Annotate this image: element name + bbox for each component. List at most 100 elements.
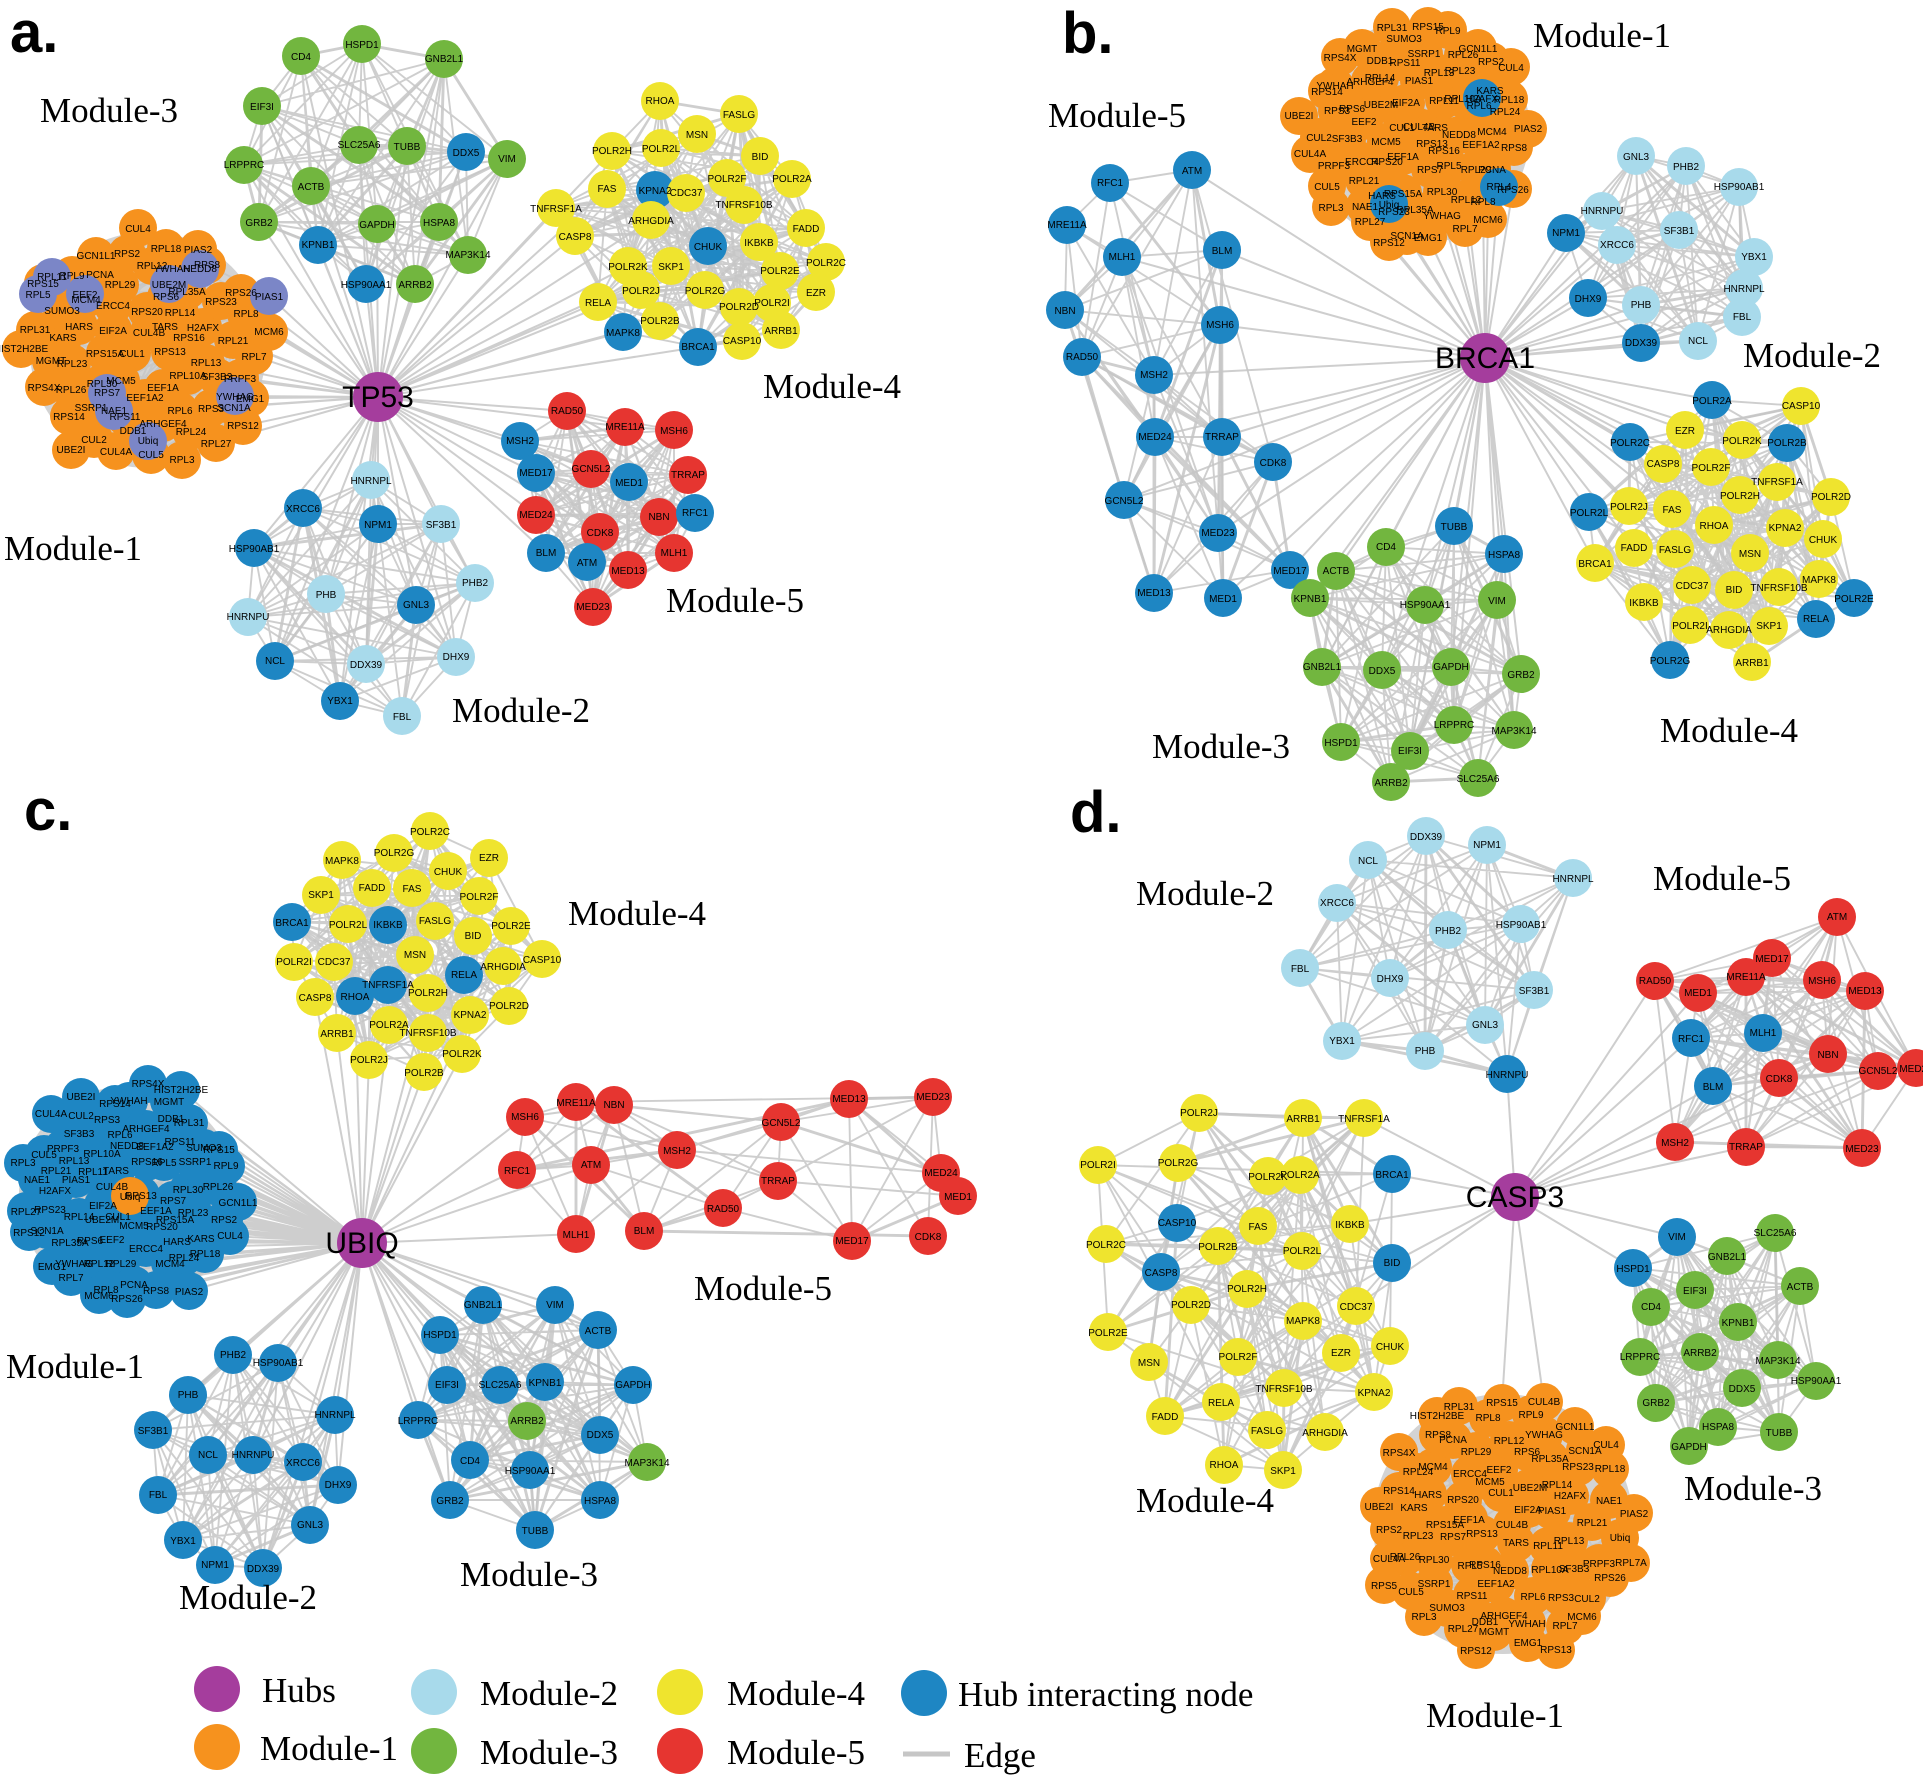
svg-text:POLR2H: POLR2H xyxy=(1720,491,1760,502)
svg-text:RPL29: RPL29 xyxy=(1461,165,1492,176)
svg-text:HSPA8: HSPA8 xyxy=(1488,550,1520,561)
svg-text:RPL24: RPL24 xyxy=(176,427,207,438)
svg-text:POLR2G: POLR2G xyxy=(1158,1158,1199,1169)
svg-text:KPNA2: KPNA2 xyxy=(454,1010,487,1021)
svg-text:RFC1: RFC1 xyxy=(504,1166,531,1177)
svg-text:HNRNPU: HNRNPU xyxy=(232,1450,275,1461)
svg-text:ARRB2: ARRB2 xyxy=(398,280,432,291)
svg-text:ARHGDIA: ARHGDIA xyxy=(1302,1428,1348,1439)
svg-text:EEF1A2: EEF1A2 xyxy=(1477,1579,1515,1590)
svg-text:CASP10: CASP10 xyxy=(523,955,562,966)
svg-text:BLM: BLM xyxy=(1703,1082,1724,1093)
svg-text:PCNA: PCNA xyxy=(86,270,114,281)
svg-text:MSH2: MSH2 xyxy=(663,1146,691,1157)
svg-text:BLM: BLM xyxy=(1212,246,1233,257)
svg-text:GNL3: GNL3 xyxy=(403,600,430,611)
svg-text:POLR2H: POLR2H xyxy=(1227,1284,1267,1295)
svg-text:RPS15: RPS15 xyxy=(1486,1398,1518,1409)
svg-text:HNRNPU: HNRNPU xyxy=(1486,1070,1529,1081)
svg-text:RPS6: RPS6 xyxy=(1514,1447,1541,1458)
svg-text:RPL30: RPL30 xyxy=(173,1185,204,1196)
svg-text:CD4: CD4 xyxy=(1641,1302,1661,1313)
svg-text:RPS14: RPS14 xyxy=(1383,1486,1415,1497)
svg-text:SUMO3: SUMO3 xyxy=(44,306,80,317)
svg-text:TUBB: TUBB xyxy=(522,1526,549,1537)
svg-text:KPNB1: KPNB1 xyxy=(1294,594,1327,605)
svg-text:HSP90AB1: HSP90AB1 xyxy=(229,544,280,555)
svg-text:RELA: RELA xyxy=(451,970,477,981)
svg-text:RPL6: RPL6 xyxy=(1466,101,1491,112)
svg-text:NAE1: NAE1 xyxy=(101,406,128,417)
svg-text:Module-4: Module-4 xyxy=(763,367,901,406)
svg-text:TUBB: TUBB xyxy=(1441,522,1468,533)
svg-text:PHB: PHB xyxy=(1415,1046,1436,1057)
svg-text:RPS6: RPS6 xyxy=(153,292,180,303)
svg-text:POLR2G: POLR2G xyxy=(1650,656,1691,667)
svg-text:UBE2M: UBE2M xyxy=(152,280,186,291)
svg-text:UBE2I: UBE2I xyxy=(1365,1502,1394,1513)
svg-text:RPS15: RPS15 xyxy=(203,1145,235,1156)
svg-text:MED1: MED1 xyxy=(1209,594,1237,605)
svg-text:Module-4: Module-4 xyxy=(568,894,706,933)
svg-text:POLR2C: POLR2C xyxy=(1610,438,1650,449)
svg-text:RPL27: RPL27 xyxy=(1448,1624,1479,1635)
svg-text:GNB2L1: GNB2L1 xyxy=(464,1300,503,1311)
svg-text:NAE1: NAE1 xyxy=(1596,1496,1623,1507)
svg-text:MRE11A: MRE11A xyxy=(1726,972,1766,983)
svg-text:CUL1: CUL1 xyxy=(105,1212,131,1223)
svg-text:MSN: MSN xyxy=(1138,1358,1160,1369)
svg-text:EMG1: EMG1 xyxy=(38,1262,67,1273)
svg-text:FBL: FBL xyxy=(393,712,412,723)
svg-text:RPL3: RPL3 xyxy=(1411,1612,1436,1623)
svg-text:TUBB: TUBB xyxy=(394,142,421,153)
svg-text:SSRP1: SSRP1 xyxy=(1418,1579,1451,1590)
svg-text:RPS13: RPS13 xyxy=(1466,1529,1498,1540)
svg-text:RPL12: RPL12 xyxy=(84,1259,115,1270)
svg-text:MGMT: MGMT xyxy=(36,356,67,367)
svg-text:RPS8: RPS8 xyxy=(1425,1430,1452,1441)
svg-text:ACTB: ACTB xyxy=(298,182,325,193)
svg-text:RPL10A: RPL10A xyxy=(83,1149,121,1160)
svg-text:RAD50: RAD50 xyxy=(551,406,584,417)
svg-text:RPL23: RPL23 xyxy=(1445,66,1476,77)
svg-text:RPS8: RPS8 xyxy=(1501,143,1528,154)
svg-text:POLR2D: POLR2D xyxy=(489,1001,529,1012)
svg-text:RPL9: RPL9 xyxy=(59,271,84,282)
svg-text:RPS2: RPS2 xyxy=(114,249,141,260)
svg-text:CUL1: CUL1 xyxy=(119,349,145,360)
svg-text:KPNB1: KPNB1 xyxy=(302,240,335,251)
svg-text:GNL3: GNL3 xyxy=(297,1520,324,1531)
svg-text:MED13: MED13 xyxy=(611,566,645,577)
svg-text:MAP3K14: MAP3K14 xyxy=(445,250,490,261)
svg-text:Module-3: Module-3 xyxy=(1152,727,1290,766)
svg-text:CUL2: CUL2 xyxy=(1306,133,1332,144)
svg-text:Module-4: Module-4 xyxy=(1136,1481,1274,1520)
svg-text:RPS12: RPS12 xyxy=(1373,238,1405,249)
svg-text:MCM6: MCM6 xyxy=(1473,215,1503,226)
svg-text:ARRB1: ARRB1 xyxy=(764,326,798,337)
svg-text:PIAS1: PIAS1 xyxy=(255,292,284,303)
svg-text:HARS: HARS xyxy=(1414,1490,1442,1501)
svg-text:POLR2L: POLR2L xyxy=(642,144,681,155)
svg-text:PIAS1: PIAS1 xyxy=(1538,1506,1567,1517)
svg-text:RPL11: RPL11 xyxy=(78,1167,108,1178)
svg-text:PIAS2: PIAS2 xyxy=(1514,124,1543,135)
svg-text:FADD: FADD xyxy=(359,883,386,894)
svg-text:POLR2K: POLR2K xyxy=(1722,436,1762,447)
svg-text:GNL3: GNL3 xyxy=(1623,152,1650,163)
svg-text:ARHGEF4: ARHGEF4 xyxy=(139,419,187,430)
svg-text:Module-2: Module-2 xyxy=(1743,336,1881,375)
svg-text:MCM5: MCM5 xyxy=(1475,1477,1505,1488)
svg-text:RPS13: RPS13 xyxy=(125,1191,157,1202)
svg-text:GCN1L1: GCN1L1 xyxy=(219,1198,258,1209)
svg-text:LRPPRC: LRPPRC xyxy=(1620,1352,1661,1363)
svg-text:FASLG: FASLG xyxy=(1251,1426,1283,1437)
svg-text:CD4: CD4 xyxy=(291,52,311,63)
svg-text:PIAS1: PIAS1 xyxy=(1405,76,1434,87)
svg-text:CUL4B: CUL4B xyxy=(1403,122,1436,133)
svg-text:RPS8: RPS8 xyxy=(194,260,221,271)
svg-text:RPL7: RPL7 xyxy=(58,1273,83,1284)
svg-text:UBE2M: UBE2M xyxy=(1513,1483,1547,1494)
svg-text:MED13: MED13 xyxy=(832,1094,866,1105)
svg-text:HARS: HARS xyxy=(163,1237,191,1248)
